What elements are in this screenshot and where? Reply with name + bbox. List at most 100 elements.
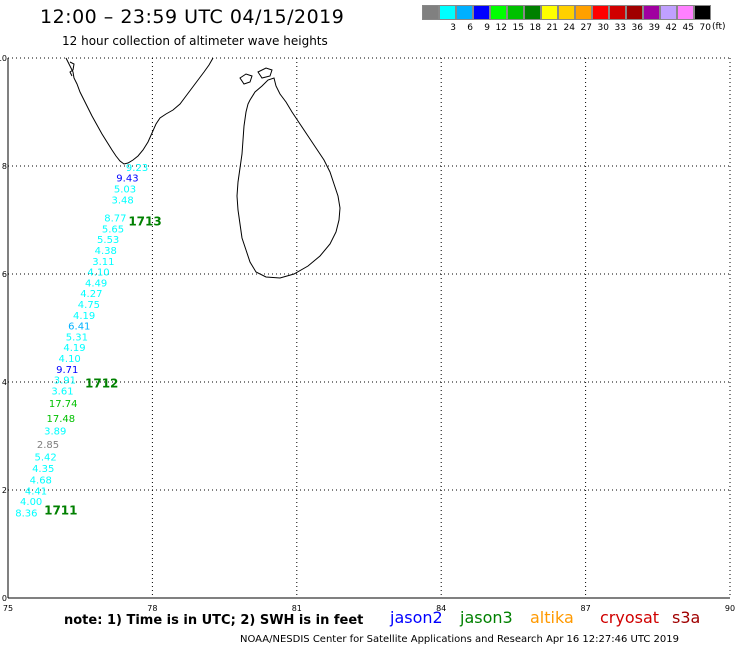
wave-height-value: 9.43	[116, 174, 138, 185]
india-coastline	[65, 57, 214, 165]
wave-height-value: 9.23	[126, 163, 148, 174]
y-tick-label: 6	[2, 270, 7, 279]
wave-height-value: 4.68	[30, 476, 52, 487]
track-labels: 1713 1712 1711	[44, 214, 162, 517]
legend-swatch	[490, 5, 507, 20]
legend-swatch	[677, 5, 694, 20]
legend-swatch	[626, 5, 643, 20]
wave-height-value: 3.61	[51, 386, 73, 397]
legend-swatch	[694, 5, 711, 20]
wave-height-value: 4.10	[87, 268, 109, 279]
legend-swatch	[643, 5, 660, 20]
india-coast-detail	[69, 61, 75, 77]
wave-height-value: 4.38	[95, 246, 117, 257]
wave-height-value: 4.35	[32, 464, 54, 475]
satellite-name: cryosat	[600, 608, 660, 627]
satellite-name: jason2	[390, 608, 443, 627]
mannar-island	[239, 73, 253, 85]
wave-height-value: 8.77	[104, 214, 126, 225]
legend-label: 24	[563, 23, 575, 33]
track-number: 1711	[44, 503, 77, 517]
legend-swatch	[592, 5, 609, 20]
wave-height-value: 6.41	[68, 322, 90, 333]
legend-swatch	[473, 5, 490, 20]
color-legend	[422, 5, 711, 21]
wave-height-value: 4.10	[59, 354, 81, 365]
legend-label: 30	[597, 23, 609, 33]
legend-swatch	[422, 5, 439, 20]
wave-height-value: 5.31	[66, 332, 88, 343]
legend-swatch	[541, 5, 558, 20]
legend-label: 45	[682, 23, 694, 33]
legend-label: 42	[665, 23, 677, 33]
sri-lanka-coastline	[236, 77, 341, 279]
legend-swatch	[456, 5, 473, 20]
wave-height-value: 3.91	[54, 376, 76, 387]
footer-note: note: 1) Time is in UTC; 2) SWH is in fe…	[64, 613, 364, 628]
legend-label: 3	[450, 23, 456, 33]
wave-height-value: 5.42	[34, 452, 56, 463]
legend-label: 27	[580, 23, 592, 33]
legend-label: 12	[495, 23, 507, 33]
legend-swatch	[558, 5, 575, 20]
wave-height-value: 17.74	[49, 399, 78, 410]
y-tick-label: 4	[2, 378, 7, 387]
wave-height-value: 2.85	[37, 440, 59, 451]
wave-height-value: 5.03	[114, 184, 136, 195]
x-tick-label: 81	[292, 604, 302, 613]
y-tick-label: 8	[2, 162, 7, 171]
legend-label: 36	[631, 23, 643, 33]
legend-unit: (ft)	[712, 22, 726, 32]
legend-label: 33	[614, 23, 626, 33]
wave-height-value: 4.75	[78, 300, 100, 311]
wave-height-value: 4.27	[80, 289, 102, 300]
wave-height-value: 9.71	[56, 365, 78, 376]
legend-label: 15	[512, 23, 524, 33]
satellite-name: jason3	[460, 608, 513, 627]
jaffna-peninsula	[257, 67, 273, 79]
wave-height-value: 4.19	[73, 311, 95, 322]
tick-labels: 75 78 81 84 87 90 0 2 4 6 8 10	[0, 54, 735, 613]
y-tick-label: 10	[0, 54, 7, 63]
wave-height-value: 3.89	[44, 426, 66, 437]
wave-height-value: 4.41	[25, 486, 47, 497]
y-tick-label: 2	[2, 486, 7, 495]
credit-line: NOAA/NESDIS Center for Satellite Applica…	[240, 634, 679, 645]
map-title: 12:00 – 23:59 UTC 04/15/2019	[40, 6, 345, 28]
wave-height-value: 3.11	[92, 257, 114, 268]
legend-swatch	[439, 5, 456, 20]
wave-height-value: 17.48	[47, 414, 76, 425]
legend-swatch	[609, 5, 626, 20]
legend-label: 9	[484, 23, 490, 33]
wave-height-value: 5.53	[97, 235, 119, 246]
observation-labels: 9.239.435.033.488.775.655.534.383.114.10…	[15, 163, 148, 520]
legend-label: 39	[648, 23, 660, 33]
satellite-name: altika	[530, 608, 574, 627]
legend-swatch	[660, 5, 677, 20]
legend-label: 70	[699, 23, 711, 33]
wave-height-value: 5.65	[102, 224, 124, 235]
legend-label: 18	[529, 23, 541, 33]
track-number: 1713	[128, 214, 161, 228]
wave-height-value: 4.00	[20, 497, 42, 508]
x-tick-label: 75	[3, 604, 13, 613]
wave-height-value: 4.49	[85, 278, 107, 289]
x-tick-label: 78	[147, 604, 157, 613]
map-subtitle: 12 hour collection of altimeter wave hei…	[62, 34, 328, 48]
y-tick-label: 0	[2, 594, 7, 603]
wave-height-value: 3.48	[111, 195, 133, 206]
track-number: 1712	[85, 376, 118, 390]
grid	[8, 57, 731, 598]
x-tick-label: 87	[581, 604, 591, 613]
legend-labels: 3 6 9 12 15 18 21 24 27 30 33 36 39 42 45 70	[422, 23, 711, 33]
wave-height-value: 8.36	[15, 508, 37, 519]
legend-label: 6	[467, 23, 473, 33]
legend-label: 21	[546, 23, 558, 33]
legend-swatch	[575, 5, 592, 20]
x-tick-label: 90	[725, 604, 735, 613]
satellite-name: s3a	[672, 608, 701, 627]
legend-swatch	[507, 5, 524, 20]
x-tick-label: 84	[436, 604, 446, 613]
wave-height-value: 4.19	[63, 343, 85, 354]
